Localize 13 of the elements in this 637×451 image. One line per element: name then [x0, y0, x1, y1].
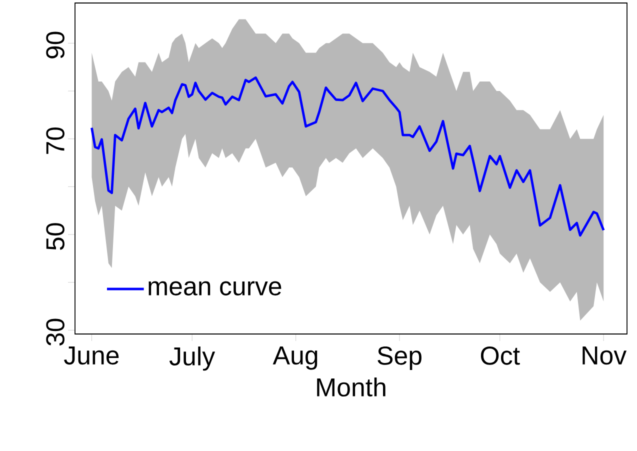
y-tick-label: 70	[46, 127, 64, 154]
legend-label: mean curve	[148, 281, 282, 296]
x-tick-label: July	[169, 346, 216, 371]
x-tick-label: Aug	[272, 346, 318, 370]
y-tick-label: 30	[46, 318, 64, 346]
y-tick-label: 90	[46, 32, 64, 58]
x-tick-label: Sep	[378, 346, 422, 370]
x-tick-label: June	[64, 346, 119, 365]
line-series	[90, 76, 605, 237]
y-tick-label: 50	[46, 223, 64, 250]
x-tick-label: Nov	[582, 346, 627, 365]
x-axis-title: Month	[317, 378, 386, 397]
x-tick-label: Oct	[480, 346, 520, 365]
